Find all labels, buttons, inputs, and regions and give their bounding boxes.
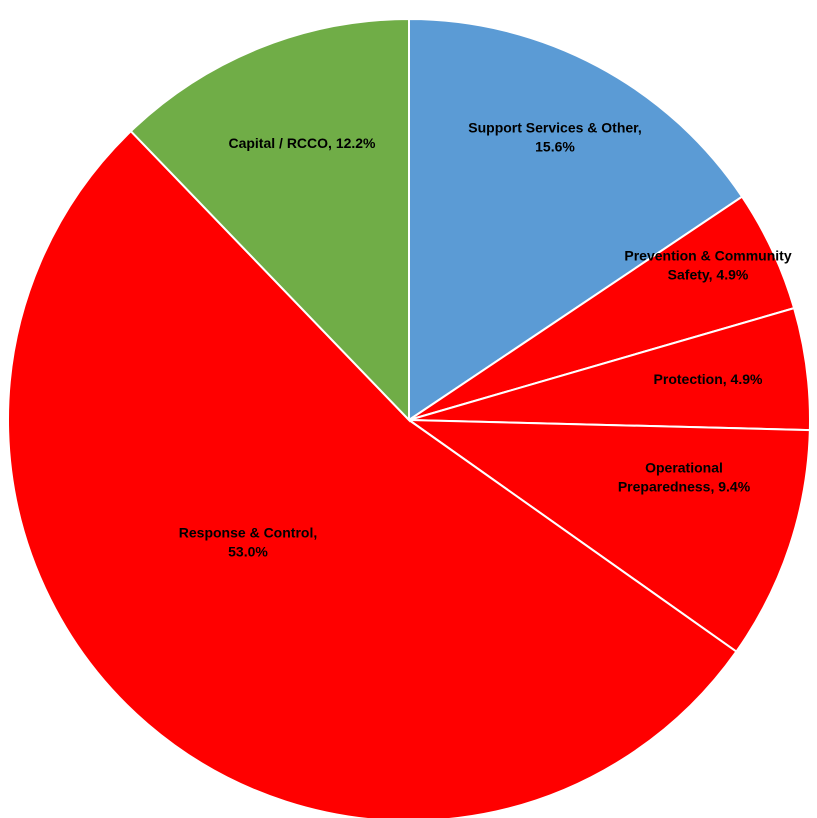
- pie-label-protection: Protection, 4.9%: [654, 371, 763, 387]
- pie-label-support-services-and-other: Support Services & Other, 15.6%: [468, 120, 642, 155]
- pie-slice-capital-rcco: [129, 17, 410, 423]
- pie-slice-operational-preparedness: [405, 418, 811, 654]
- pie-slice-support-services-and-other: [408, 17, 744, 422]
- pie-slice-response-and-control: [7, 129, 738, 818]
- pie-label-response-and-control: Response & Control, 53.0%: [179, 525, 317, 560]
- pie-label-capital-rcco: Capital / RCCO, 12.2%: [228, 135, 376, 151]
- pie-labels: Support Services & Other, 15.6% Prevention…: [179, 120, 792, 560]
- pie-slices: [7, 17, 811, 818]
- pie-label-prevention-and-community-safety: Prevention & Community Safety, 4.9%: [624, 248, 791, 283]
- pie-label-operational-preparedness: Operational Preparedness, 9.4%: [618, 460, 751, 495]
